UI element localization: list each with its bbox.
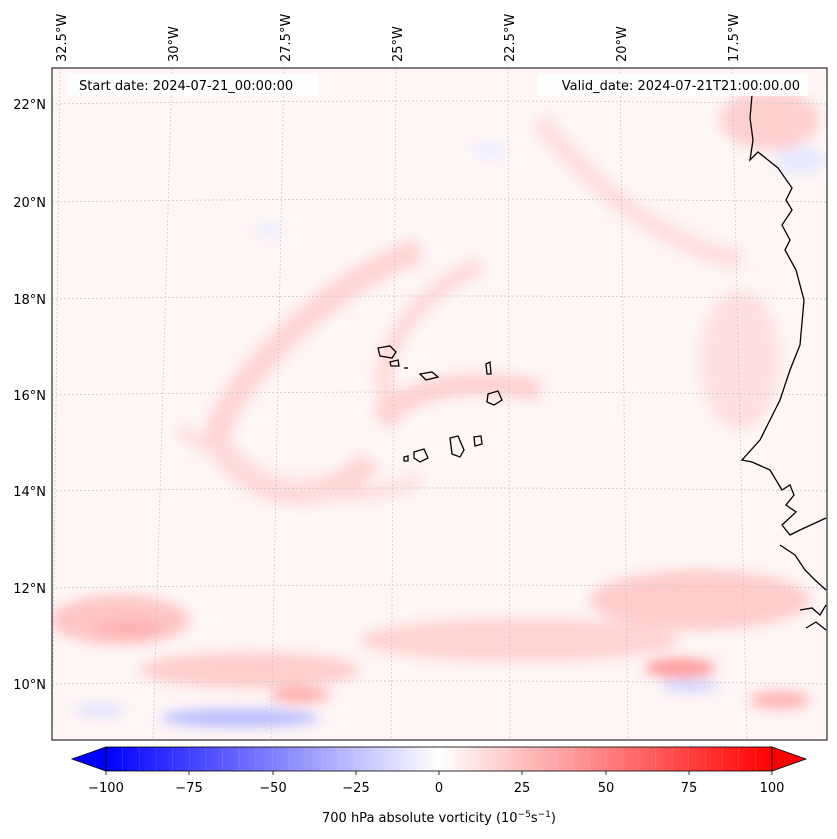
colorbar-label-exp2: −1 [538, 810, 551, 820]
lat-label-22n: 22°N [13, 98, 46, 113]
vorticity-sw-patch [52, 595, 190, 645]
map-gridlines [52, 68, 827, 740]
cb-tick-label-25: 25 [514, 781, 531, 796]
island-sao-nicolau [418, 371, 440, 381]
meridian-30w [152, 68, 173, 740]
start-date-label: Start date: 2024-07-21_00:00:00 [79, 79, 293, 94]
vorticity-southern-arc [176, 424, 423, 502]
lat-label-10n: 10°N [13, 678, 46, 693]
colorbar: −100 −75 −50 −25 0 25 50 75 100 700 hPa … [70, 746, 808, 826]
vorticity-se-max2 [750, 690, 810, 710]
island-sao-vicente [389, 359, 400, 367]
parallel-18n [52, 295, 827, 300]
negative-vorticity-ne [775, 146, 825, 174]
meridian-25w [390, 68, 397, 740]
negative-vorticity-nw [256, 222, 284, 238]
guinea-bissau-coast [779, 544, 827, 591]
map-panel: Start date: 2024-07-21_00:00:00 Valid_da… [51, 67, 828, 741]
lat-label-20n: 20°N [13, 196, 46, 211]
colorbar-step-lines [122, 747, 756, 771]
island-brava [403, 455, 409, 462]
west-africa-coastline [740, 94, 827, 536]
lat-label-18n: 18°N [13, 293, 46, 308]
colorbar-label-main: 700 hPa absolute vorticity (10 [322, 811, 518, 826]
colorbar-ticks [105, 771, 773, 775]
negative-vorticity-sw [75, 704, 125, 716]
colorbar-label-s: s [531, 811, 538, 826]
coastlines [377, 94, 827, 631]
negative-vorticity-north [472, 142, 508, 158]
colorbar-label-exp1: −5 [518, 810, 531, 820]
cb-tick-label-0: 0 [435, 781, 443, 796]
parallel-16n [52, 391, 827, 396]
colorbar-extend-min [70, 746, 107, 772]
lon-label-32-5w: 32.5°W [55, 14, 70, 62]
parallel-14n [52, 487, 827, 492]
meridian-27-5w [270, 68, 285, 740]
vorticity-ne-patch [720, 90, 820, 150]
cb-tick-label-50: 50 [598, 781, 615, 796]
colorbar-tick-labels: −100 −75 −50 −25 0 25 50 75 100 [88, 781, 784, 796]
lon-label-22-5w: 22.5°W [503, 14, 518, 62]
parallel-10n [52, 680, 827, 685]
longitude-labels: 32.5°W 30°W 27.5°W 25°W 22.5°W 20°W 17.5… [55, 14, 742, 62]
lat-label-12n: 12°N [13, 582, 46, 597]
island-boa-vista [486, 390, 503, 406]
cb-tick-label-neg50: −50 [259, 781, 286, 796]
parallel-12n [52, 584, 827, 589]
valid-date-box [538, 74, 808, 96]
vorticity-northeast-band [532, 113, 742, 270]
lon-label-17-5w: 17.5°W [727, 14, 742, 62]
island-santiago [449, 435, 465, 458]
parallel-22n [52, 100, 827, 105]
colorbar-gradient [106, 747, 772, 771]
lon-label-27-5w: 27.5°W [279, 14, 294, 62]
vorticity-se-patch [590, 570, 810, 630]
map-frame [51, 67, 828, 741]
cb-tick-label-100: 100 [760, 781, 785, 796]
island-sal [485, 360, 492, 375]
meridian-17-5w [731, 68, 748, 740]
parallel-20n [52, 198, 827, 203]
lon-label-20w: 20°W [615, 26, 630, 62]
negative-vorticity-south [160, 709, 320, 727]
vorticity-s-max [270, 687, 330, 703]
cb-tick-label-neg25: −25 [342, 781, 369, 796]
island-maio [473, 435, 483, 447]
coast-islands-south-2 [805, 621, 827, 631]
vorticity-se-max [645, 658, 715, 678]
lat-label-14n: 14°N [13, 485, 46, 500]
vorticity-field [52, 90, 825, 727]
cb-tick-label-neg100: −100 [88, 781, 124, 796]
vorticity-south-belt-east [360, 618, 680, 662]
meridian-20w [619, 68, 629, 740]
valid-date-label: Valid_date: 2024-07-21T21:00:00.00 [562, 79, 800, 94]
vorticity-sw-max [95, 620, 165, 636]
cb-tick-label-75: 75 [681, 781, 698, 796]
colorbar-extend-max [771, 746, 808, 772]
start-date-box [68, 74, 318, 96]
latitude-labels: 22°N 20°N 18°N 16°N 14°N 12°N 10°N [13, 98, 46, 693]
island-fogo [413, 448, 429, 463]
colorbar-label-close: ) [551, 811, 556, 826]
cb-tick-label-neg75: −75 [175, 781, 202, 796]
lat-label-16n: 16°N [13, 389, 46, 404]
island-santo-antao [377, 345, 397, 359]
vorticity-central-patch [372, 373, 542, 429]
lon-label-25w: 25°W [391, 26, 406, 62]
vorticity-south-belt [140, 652, 360, 688]
coast-islands-south [799, 604, 827, 617]
meridian-32-5w [52, 68, 61, 740]
meridian-22-5w [507, 68, 511, 740]
negative-vorticity-se [660, 680, 720, 692]
vorticity-coastal-patch [700, 290, 780, 430]
colorbar-label: 700 hPa absolute vorticity (10−5s−1) [322, 810, 556, 826]
lon-label-30w: 30°W [167, 26, 182, 62]
